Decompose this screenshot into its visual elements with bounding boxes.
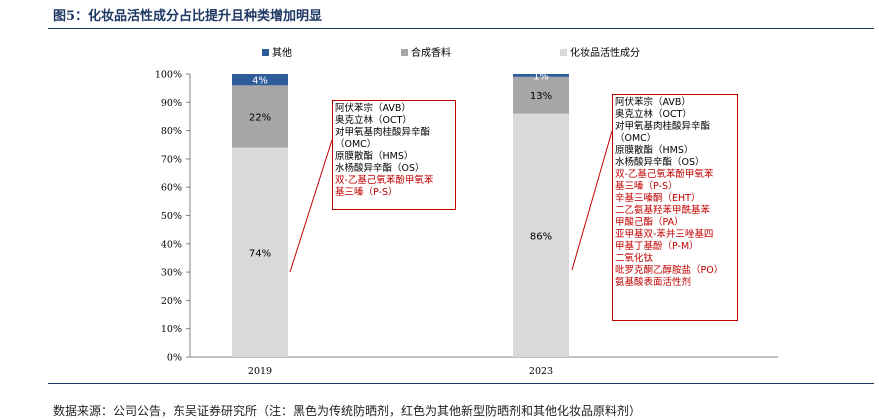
annotation-box-2019: 阿伏苯宗（AVB） 奥克立林（OCT） 对甲氧基肉桂酸异辛酯 （OMC） 原膜散酯（HM… [332,100,456,210]
annotation-item: 双-乙基己氧苯酚甲氧苯 [335,175,434,186]
title-rule [48,28,874,29]
annotation-item: 基三嗪（P-S） [615,181,678,192]
y-tick-label: 0% [167,353,182,364]
annotation-item: 双-乙基己氧苯酚甲氧苯 [615,169,714,180]
annotation-item: 对甲氧基肉桂酸异辛酯 [335,127,431,138]
annotation-item: 阿伏苯宗（AVB） [335,103,411,114]
annotation-item: 原膜散酯（HMS） [615,145,694,156]
legend-swatch [262,49,269,56]
annotation-item: 对甲氧基肉桂酸异辛酯 [615,121,711,132]
data-label-other-2019: 4% [252,76,268,87]
legend-swatch [560,49,567,56]
bar-fragrance-2023 [513,76,569,114]
annotation-item: 辛基三嗪酮（EHT） [615,193,701,204]
bar-other-2023 [513,74,569,77]
y-tick-label: 100% [155,70,182,81]
annotation-connector-2019 [289,139,333,273]
annotation-item: 阿伏苯宗（AVB） [615,97,691,108]
annotation-item: 奥克立林（OCT） [335,115,412,126]
y-tick-label: 30% [161,268,182,279]
annotation-item: 甲基丁基酚（P-M） [615,241,699,252]
y-tick-label: 60% [161,183,182,194]
annotation-item: 二乙氨基羟苯甲酰基苯 [615,205,711,216]
data-label-other-2023: 1% [533,71,549,82]
data-label-fragrance-2023: 13% [530,91,552,102]
bottom-rule [48,383,874,384]
annotation-item: 水杨酸异辛酯（OS） [615,157,705,168]
legend-label: 其他 [272,46,292,59]
annotation-item: 氨基酸表面活性剂 [615,277,692,288]
annotation-item: 甲酸己酯（PA） [615,217,684,228]
y-tick-label: 20% [161,296,182,307]
annotation-item: （OMC） [615,133,657,144]
bar-active-2023 [513,113,569,358]
annotation-item: 亚甲基双-苯并三唑基四 [615,229,714,240]
data-label-active-2019: 74% [249,248,271,259]
legend-swatch [401,49,408,56]
data-label-active-2023: 86% [530,231,552,242]
x-tick-label: 2023 [529,366,553,377]
annotation-item: （OMC） [335,139,377,150]
figure-title: 图5：化妆品活性成分占比提升且种类增加明显 [53,9,323,24]
legend-label: 合成香料 [411,46,451,59]
y-tick-label: 10% [161,324,182,335]
annotation-item: 吡罗克酮乙醇胺盐（PO） [615,265,724,276]
data-label-fragrance-2019: 22% [249,112,271,123]
y-tick-label: 80% [161,126,182,137]
annotation-item: 原膜散酯（HMS） [335,151,414,162]
bar-other-2019 [232,74,288,86]
y-tick-label: 40% [161,239,182,250]
y-tick-label: 50% [161,211,182,222]
annotation-box-2023: 阿伏苯宗（AVB） 奥克立林（OCT） 对甲氧基肉桂酸异辛酯 （OMC） 原膜散酯（HM… [612,94,738,321]
y-tick-label: 70% [161,154,182,165]
annotation-item: 水杨酸异辛酯（OS） [335,163,425,174]
x-tick-label: 2019 [248,366,272,377]
bar-fragrance-2019 [232,85,288,148]
annotation-item: 二氧化钛 [615,253,654,264]
y-tick-label: 90% [161,98,182,109]
annotation-item: 基三嗪（P-S） [335,187,398,198]
bar-active-2019 [232,147,288,357]
legend-label: 化妆品活性成分 [570,46,640,59]
annotation-connector-2023 [571,130,613,271]
annotation-item: 奥克立林（OCT） [615,109,692,120]
